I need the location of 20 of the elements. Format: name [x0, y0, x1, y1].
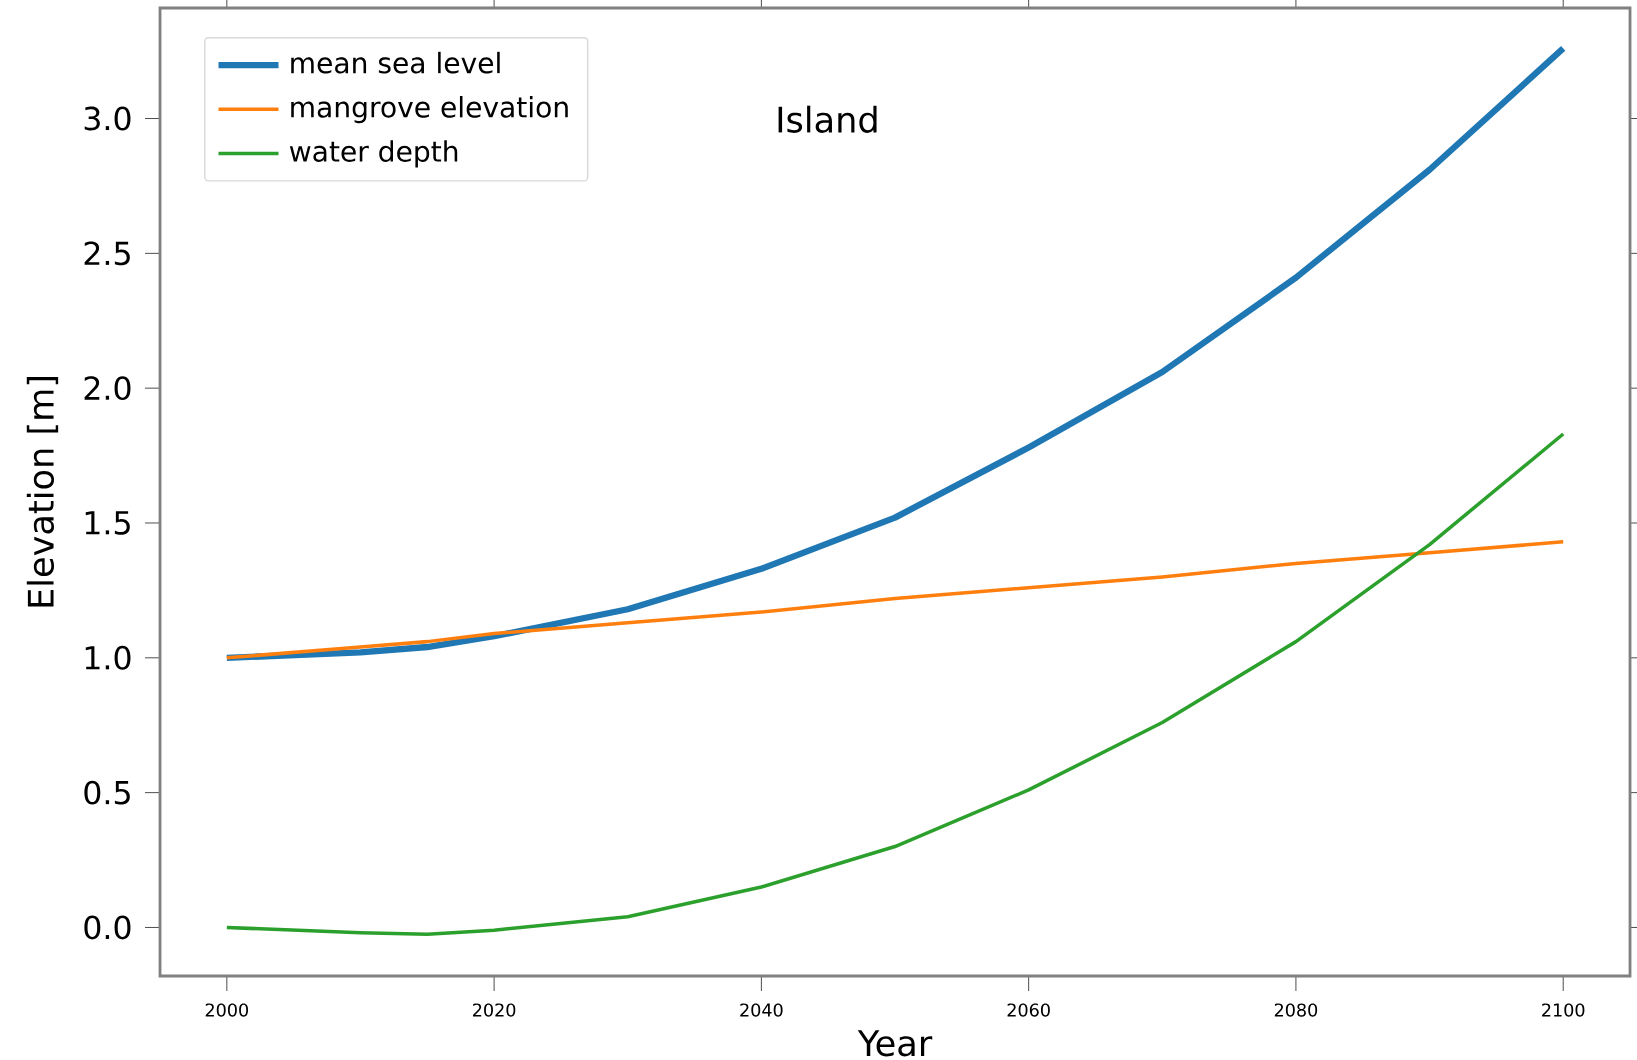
- y-tick-label: 0.5: [84, 780, 130, 805]
- x-tick-label: 2000: [205, 1003, 249, 1017]
- line-series: [225, 432, 1565, 936]
- x-tick-label: 2080: [1274, 1003, 1318, 1017]
- legend-label: mean sea level: [291, 51, 500, 74]
- y-tick-label: 2.5: [84, 241, 130, 266]
- legend-label: water depth: [289, 140, 458, 168]
- y-tick-label: 1.5: [85, 511, 130, 535]
- x-tick-label: 2100: [1542, 1003, 1585, 1017]
- x-tick-label: 2040: [740, 1003, 783, 1017]
- y-tick-label: 2.0: [84, 376, 131, 401]
- annotation: Island: [778, 105, 877, 133]
- y-tick-label: 1.0: [85, 645, 131, 670]
- legend-label: mangrove elevation: [291, 96, 568, 124]
- x-axis-title: Year: [857, 1030, 933, 1057]
- y-axis-title: Elevation [m]: [26, 376, 59, 607]
- x-tick-label: 2020: [473, 1003, 516, 1017]
- y-tick-label: 3.0: [84, 106, 131, 131]
- y-tick-label: 0.0: [84, 915, 131, 940]
- x-tick-label: 2060: [1007, 1003, 1050, 1017]
